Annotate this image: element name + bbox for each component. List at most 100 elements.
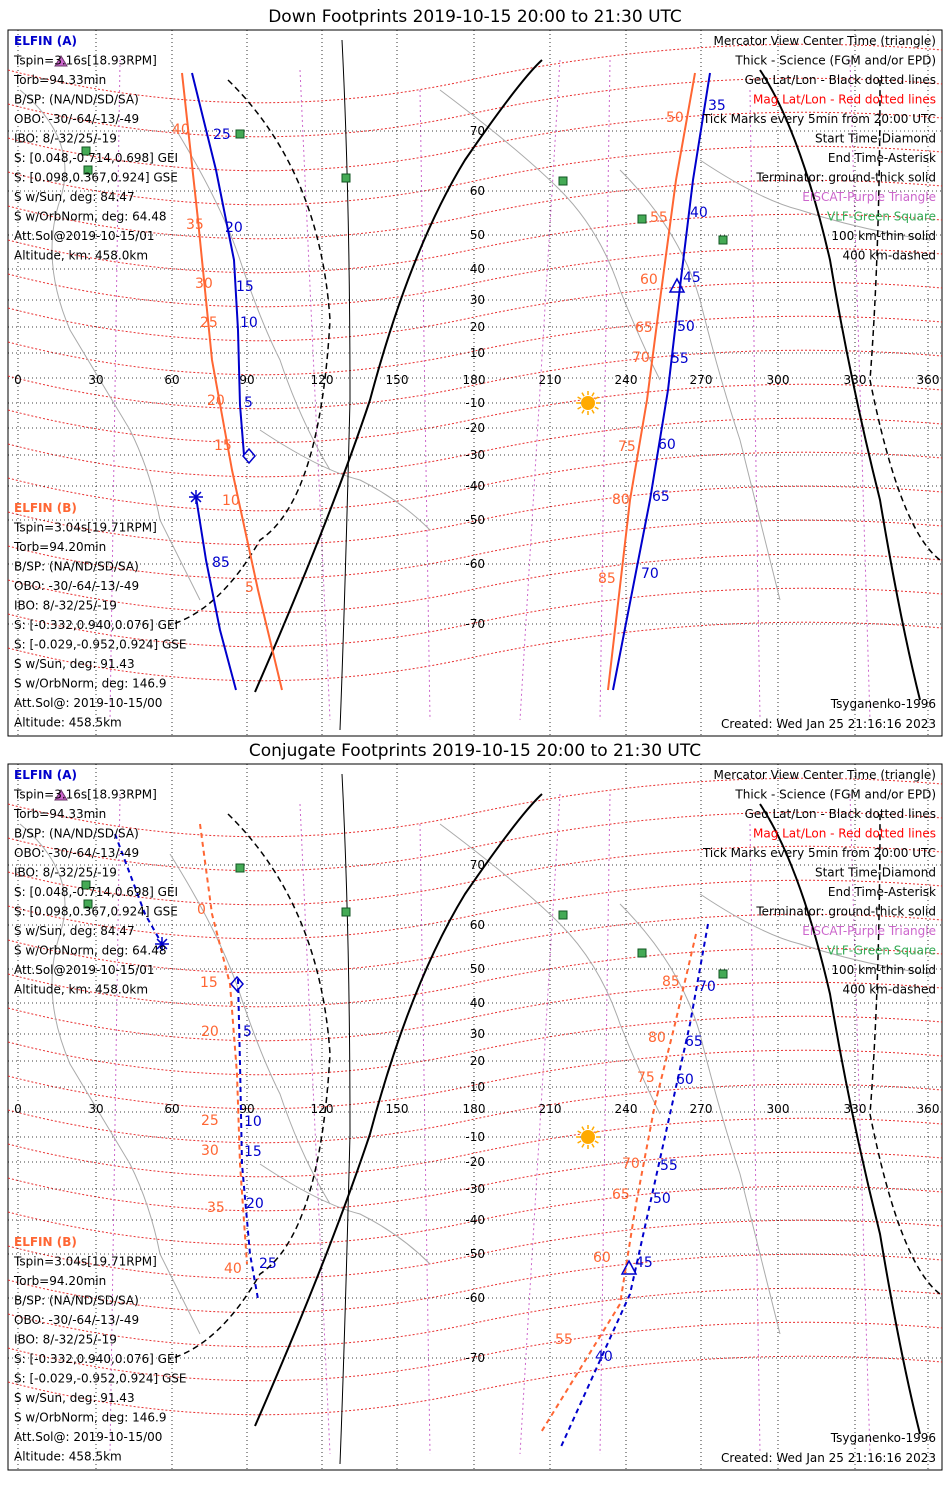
mag-lat-line (8, 179, 942, 240)
sun-disk (581, 1130, 595, 1144)
y-tick-label: 40 (470, 996, 485, 1010)
mag-lon-line (419, 823, 431, 1455)
mag-lon-line (519, 793, 561, 1455)
elfin-a-info: B/SP: (NA/ND/SD/SA) (14, 827, 139, 841)
mag-lat-line (8, 77, 942, 138)
x-tick-label: 120 (311, 373, 334, 387)
legend-entry: Mercator View Center Time (triangle) (714, 768, 936, 782)
legend-entry: Tick Marks every 5min from 20:00 UTC (702, 846, 936, 860)
track-tick-label: 15 (200, 975, 218, 991)
sun-icon (576, 1125, 600, 1149)
x-tick-label: 60 (164, 1102, 179, 1116)
track-tick-label: 55 (660, 1158, 678, 1174)
vlf-square (235, 863, 245, 873)
circle-400km-east (869, 79, 941, 561)
elfin-a-info: S: [0.098,0.367,0.924] GSE (14, 905, 178, 919)
footprint-track (237, 978, 259, 1300)
sun-ray (581, 1143, 585, 1148)
track-tick-label: 20 (207, 393, 225, 409)
coastline (19, 89, 201, 601)
elfin-b-info: S w/OrbNorm, deg: 146.9 (14, 1411, 166, 1425)
elfin-a-info: ELFIN (A) (14, 768, 77, 782)
track-tick-label: 10 (244, 1114, 262, 1130)
vlf-square (558, 910, 568, 920)
legend-entry: 400 km-dashed (842, 249, 936, 263)
track-tick-label: 60 (658, 437, 676, 453)
legend-entry: Terminator: ground-thick solid (755, 171, 936, 185)
start-diamond-icon (242, 447, 256, 465)
track-tick-label: 85 (212, 555, 230, 571)
vlf-square (718, 969, 728, 979)
sun-ray (594, 1130, 599, 1134)
elfin-a-info: S: [0.048,-0.714,0.698] GEI (14, 151, 178, 165)
mag-lat-line (8, 383, 942, 444)
sun-ray (581, 392, 585, 397)
terminator-east (759, 803, 921, 1435)
mag-lat-line (8, 913, 942, 974)
x-tick-label: 150 (386, 373, 409, 387)
x-tick-label: 360 (917, 373, 940, 387)
x-tick-label: 300 (767, 1102, 790, 1116)
coastline (699, 159, 931, 241)
elfin-b-info: S w/OrbNorm, deg: 146.9 (14, 677, 166, 691)
mag-lat-line (8, 587, 942, 648)
mag-lon-line (299, 69, 331, 721)
mag-lat-line (8, 811, 942, 872)
mag-lon-line (109, 793, 121, 1455)
mag-lat-line (8, 451, 942, 512)
elfin-b-info: S: [-0.029,-0.952,0.924] GSE (14, 638, 187, 652)
asterisk-stroke (190, 491, 202, 503)
track-tick-label: 35 (186, 217, 204, 233)
mag-lat-line (8, 349, 942, 410)
created-label: Created: Wed Jan 25 21:16:16 2023 (721, 1451, 936, 1465)
track-tick-label: 55 (650, 210, 668, 226)
sun-ray (591, 1126, 595, 1131)
legend-entry: End Time-Asterisk (828, 151, 936, 165)
start-diamond-icon (230, 975, 244, 993)
y-tick-label: -30 (465, 448, 485, 462)
terminator-west (254, 793, 543, 1427)
sun-ray (577, 406, 582, 410)
legend-entry: Thick - Science (FGM and/or EPD) (734, 788, 936, 802)
sun-disk (581, 396, 595, 410)
track-tick-label: 70 (698, 979, 716, 995)
mag-lat-line (8, 1185, 942, 1246)
elfin-a-info: OBO: -30/-64/-13/-49 (14, 846, 139, 860)
elfin-a-info: Altitude, km: 458.0km (14, 983, 148, 997)
mag-lat-line (8, 485, 942, 546)
mag-lon-line (599, 793, 611, 1455)
y-tick-label: -20 (465, 421, 485, 435)
elfin-a-info: Tspin=3.16s[18.93RPM] (13, 54, 157, 68)
legend-entry: 400 km-dashed (842, 983, 936, 997)
mag-lon-line (109, 59, 121, 721)
y-tick-label: 70 (470, 124, 485, 138)
legend-entry: Start Time-Diamond (815, 132, 936, 146)
coastline (259, 429, 431, 531)
x-tick-label: 30 (88, 1102, 103, 1116)
mag-lon-line (749, 823, 761, 1455)
mag-lat-line (8, 621, 942, 682)
x-tick-label: 120 (311, 1102, 334, 1116)
legend-entry: Geo Lat/Lon - Black dotted lines (745, 73, 936, 87)
legend-entry: VLF-Green Square (827, 210, 936, 224)
circle-100km (339, 773, 351, 1465)
elfin-b-info: Torb=94.20min (13, 540, 106, 554)
elfin-b-info: Tspin=3.04s[19.71RPM] (13, 1255, 157, 1269)
track-tick-label: 5 (243, 1024, 252, 1040)
elfin-b-info: B/SP: (NA/ND/SD/SA) (14, 560, 139, 574)
elfin-b-info: S: [-0.029,-0.952,0.924] GSE (14, 1372, 187, 1386)
track-tick-label: 70 (632, 350, 650, 366)
center-triangle-icon (668, 277, 686, 293)
x-tick-label: 30 (88, 373, 103, 387)
y-tick-label: -40 (465, 479, 485, 493)
mag-lat-line (8, 777, 942, 838)
elfin-b-info: S w/Sun, deg: 91.43 (14, 1391, 135, 1405)
track-tick-label: 75 (618, 439, 636, 455)
mag-lat-line (8, 281, 942, 342)
vlf-square (235, 129, 245, 139)
y-tick-label: -60 (465, 1291, 485, 1305)
terminator-east (759, 69, 921, 701)
y-tick-label: 10 (470, 346, 485, 360)
mag-lat-line (8, 553, 942, 614)
